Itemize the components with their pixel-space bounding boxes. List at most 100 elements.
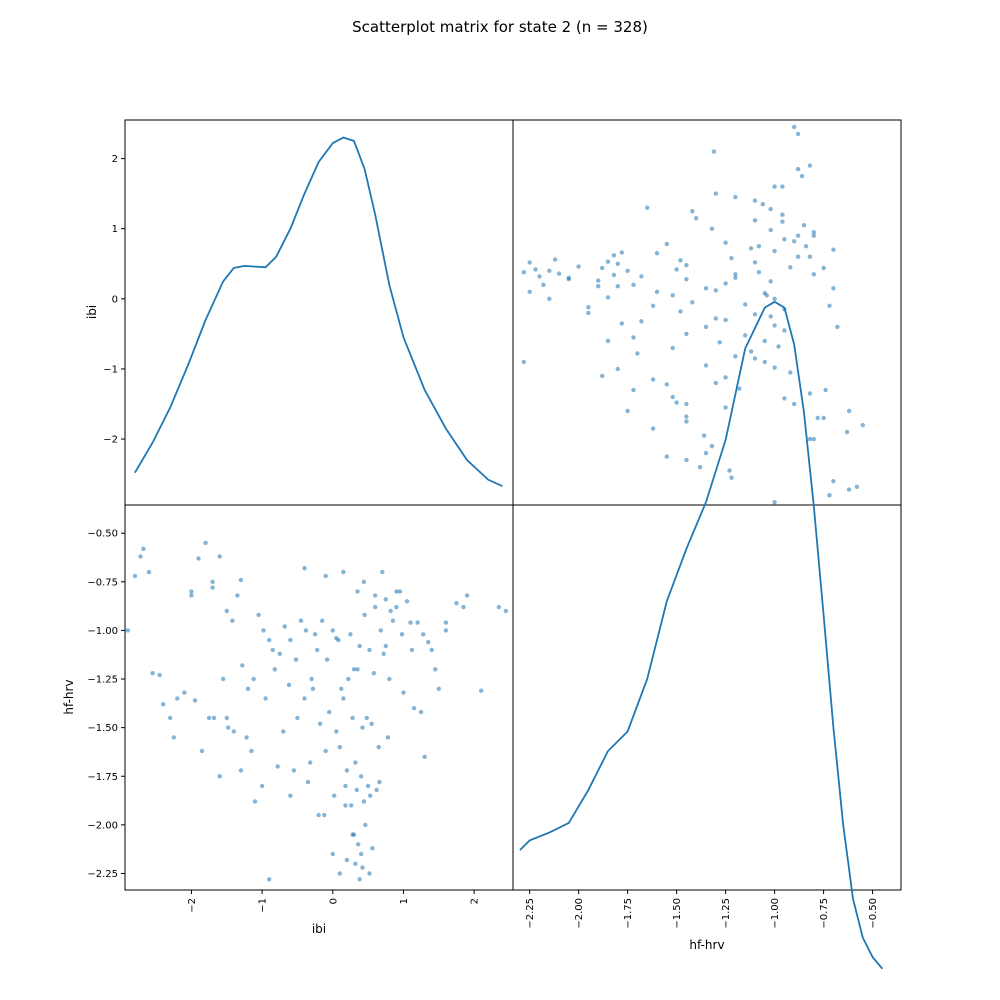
scatter-point xyxy=(383,597,388,602)
scatter-point xyxy=(150,671,155,676)
scatter-point xyxy=(772,365,777,370)
scatter-point xyxy=(664,382,669,387)
scatter-point xyxy=(556,271,562,276)
scatter-point xyxy=(323,748,328,754)
scatter-point xyxy=(664,454,669,459)
scatter-point xyxy=(831,479,836,484)
scatter-point xyxy=(743,302,748,307)
scatter-point xyxy=(605,295,611,300)
scatter-point xyxy=(846,487,852,492)
scatter-point xyxy=(586,310,591,316)
scatter-point xyxy=(807,254,813,259)
panel-ibi-kde-frame xyxy=(124,119,514,506)
scatter-point xyxy=(600,373,605,379)
scatter-point xyxy=(807,391,813,396)
scatter-point xyxy=(305,779,311,785)
scatter-point xyxy=(358,851,364,857)
scatter-point xyxy=(322,812,327,818)
scatter-point xyxy=(737,386,742,391)
scatter-point xyxy=(371,671,376,676)
scatter-point xyxy=(811,230,816,235)
scatter-point xyxy=(249,748,254,754)
scatter-point xyxy=(312,632,318,637)
scatter-point xyxy=(768,279,773,284)
scatter-point xyxy=(272,667,277,672)
y-axis-label-hf-hrv: hf-hrv xyxy=(62,679,76,714)
scatter-point xyxy=(811,272,816,277)
scatter-point xyxy=(664,241,669,247)
panel-ibi-vs-hf-hrv xyxy=(512,119,902,506)
scatter-point xyxy=(327,709,332,715)
scatter-point xyxy=(348,632,353,637)
scatter-point xyxy=(334,636,339,641)
scatter-point xyxy=(436,686,441,691)
scatter-point xyxy=(378,628,383,633)
scatter-point xyxy=(323,573,328,579)
scatter-point xyxy=(772,248,777,254)
scatter-point xyxy=(270,647,275,653)
scatter-point xyxy=(764,293,769,298)
scatter-point xyxy=(772,500,777,505)
scatter-point xyxy=(723,405,728,410)
scatter-point xyxy=(625,408,630,414)
scatter-point xyxy=(684,419,689,424)
scatter-point xyxy=(752,218,758,223)
scatter-point xyxy=(346,676,351,682)
scatter-point xyxy=(381,651,386,656)
scatter-point xyxy=(703,363,709,368)
scatter-point xyxy=(521,270,526,275)
scatter-point xyxy=(353,760,358,765)
scatter-point xyxy=(799,173,805,179)
scatter-point xyxy=(275,764,280,769)
x-axis-ibi: −2 −1 0 1 2 xyxy=(187,890,481,913)
scatter-point xyxy=(256,612,261,618)
scatter-point xyxy=(827,303,832,308)
scatter-point xyxy=(615,261,620,266)
panel-hf-hrv-vs-ibi-frame xyxy=(124,504,514,891)
scatter-point xyxy=(199,748,205,754)
scatter-point xyxy=(210,579,215,584)
scatter-point xyxy=(397,589,403,594)
scatter-point xyxy=(302,566,307,571)
scatter-point xyxy=(527,260,532,265)
scatter-point xyxy=(713,191,718,196)
scatter-point xyxy=(619,321,624,326)
scatter-point xyxy=(401,690,406,695)
scatter-point xyxy=(355,589,360,594)
scatter-point xyxy=(496,604,502,610)
scatter-point xyxy=(429,647,434,653)
scatter-point xyxy=(125,628,130,633)
scatter-point xyxy=(182,690,187,695)
x-ibi-tick-label: −1 xyxy=(258,898,269,913)
scatter-point xyxy=(341,696,346,701)
scatter-point xyxy=(694,216,699,221)
scatter-point xyxy=(743,333,748,338)
scatter-point xyxy=(355,667,360,672)
scatter-point xyxy=(615,284,620,289)
scatter-point xyxy=(341,569,346,575)
y-hf-hrv-tick-label: −0.50 xyxy=(87,529,118,540)
scatter-point xyxy=(252,799,258,804)
scatter-point xyxy=(611,253,617,258)
scatter-point xyxy=(645,205,650,210)
x-hf-hrv-tick-label: −1.75 xyxy=(623,898,634,929)
panel-hf-hrv-kde xyxy=(512,300,902,970)
scatter-point xyxy=(358,774,364,779)
scatter-point xyxy=(261,628,266,633)
scatter-point xyxy=(611,272,617,278)
scatter-point xyxy=(377,779,382,785)
scatter-point xyxy=(709,226,715,231)
scatter-point xyxy=(768,227,773,233)
scatter-point xyxy=(674,267,679,272)
x-ibi-tick-label: 0 xyxy=(328,898,339,904)
scatter-point xyxy=(217,554,222,559)
x-ibi-tick-label: 1 xyxy=(399,898,410,904)
scatter-point xyxy=(281,729,286,734)
x-hf-hrv-tick-label: −2.25 xyxy=(525,898,536,929)
scatter-point xyxy=(795,233,801,238)
scatter-point xyxy=(146,569,152,575)
scatter-point xyxy=(752,198,758,203)
scatter-point xyxy=(369,721,374,726)
scatter-point xyxy=(317,721,323,726)
